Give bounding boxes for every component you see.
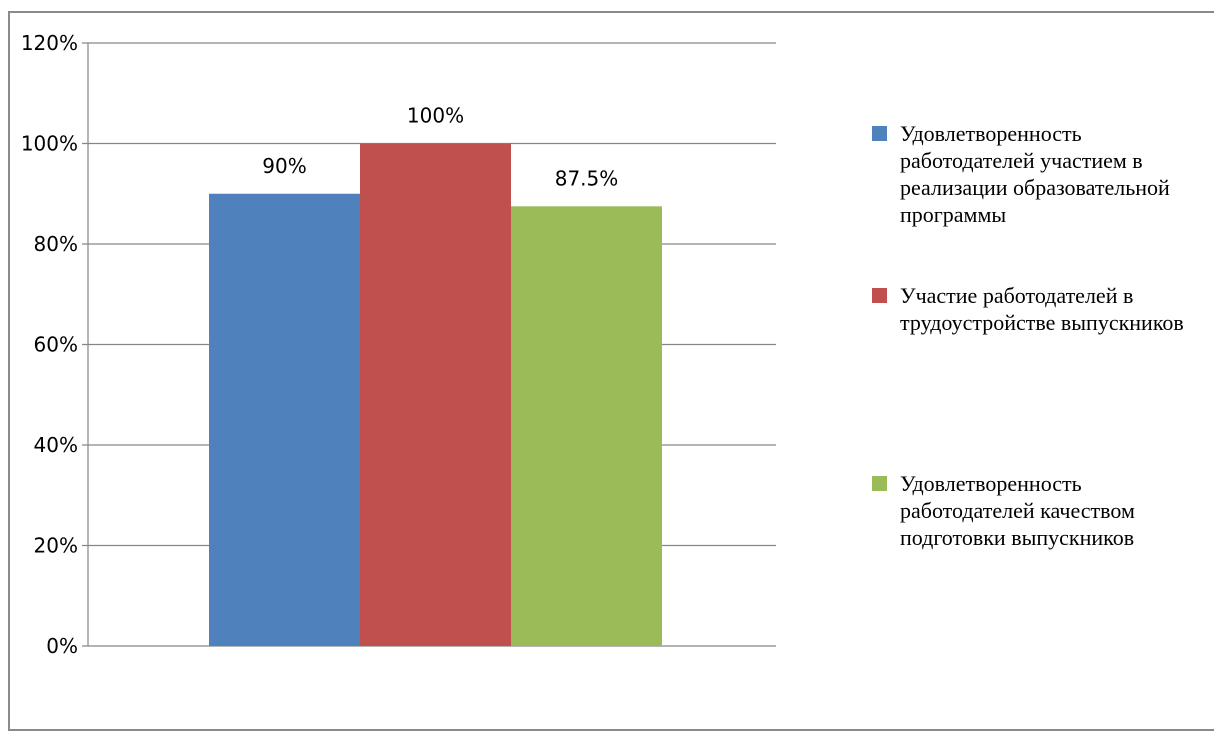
y-tick-label: 40% — [34, 433, 78, 457]
bar-value-label: 90% — [262, 154, 306, 178]
y-tick-label: 100% — [21, 132, 78, 156]
bar — [360, 143, 511, 646]
y-tick-label: 20% — [34, 534, 78, 558]
legend-swatch — [872, 476, 887, 491]
bar-value-label: 87.5% — [555, 166, 619, 190]
bar-value-label: 100% — [407, 104, 464, 128]
y-tick-label: 80% — [34, 232, 78, 256]
y-tick-label: 60% — [34, 333, 78, 357]
bar — [511, 206, 662, 646]
bar — [209, 193, 360, 646]
bar-chart: 0% 20% 40% 60% 80% 100% 120% 90% 100% 87.5% — [21, 31, 776, 658]
legend-swatch — [872, 126, 887, 141]
bars — [209, 143, 662, 646]
legend-label: Участие работодателей в трудоустройстве … — [900, 283, 1184, 335]
data-labels: 90% 100% 87.5% — [262, 104, 618, 191]
legend-label: Удовлетворенность работодателей качество… — [900, 471, 1135, 550]
legend-swatch — [872, 288, 887, 303]
legend-label: Удовлетворенность работодателей участием… — [900, 121, 1170, 227]
y-tick-label: 0% — [46, 634, 78, 658]
y-axis-ticks: 0% 20% 40% 60% 80% 100% 120% — [21, 31, 78, 658]
y-tick-label: 120% — [21, 31, 78, 55]
